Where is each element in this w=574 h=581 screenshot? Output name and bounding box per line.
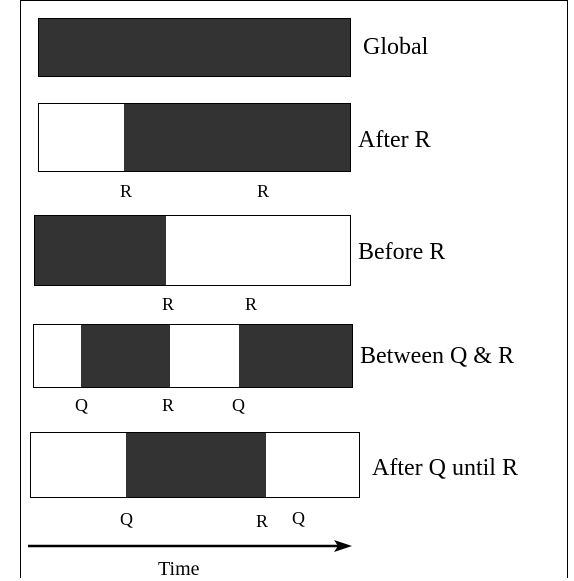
bar-between-q-r bbox=[33, 324, 353, 388]
segment-filled bbox=[39, 19, 350, 76]
segment-filled bbox=[35, 216, 166, 285]
label-between-q-r: Between Q & R bbox=[360, 343, 514, 369]
event-r-2: R bbox=[257, 181, 270, 201]
time-axis-label: Time bbox=[158, 558, 200, 580]
segment-empty bbox=[31, 433, 126, 497]
event-r-1: R bbox=[120, 181, 133, 201]
bar-after-q-until-r bbox=[30, 432, 360, 498]
segment-filled bbox=[126, 433, 266, 497]
bar-global bbox=[38, 18, 351, 77]
event-q-2: Q bbox=[232, 395, 245, 415]
event-q-1: Q bbox=[75, 395, 88, 415]
segment-empty bbox=[166, 216, 350, 285]
segment-empty bbox=[170, 325, 239, 387]
time-arrow-head bbox=[334, 540, 352, 552]
event-r-1: R bbox=[162, 294, 175, 314]
label-after-q-until-r: After Q until R bbox=[372, 455, 518, 481]
segment-empty bbox=[266, 433, 359, 497]
label-after-r: After R bbox=[358, 127, 431, 153]
segment-filled bbox=[239, 325, 352, 387]
event-q-1: Q bbox=[120, 509, 133, 529]
segment-filled bbox=[124, 104, 350, 171]
event-q-2: Q bbox=[292, 508, 305, 528]
time-arrow-icon bbox=[28, 540, 352, 552]
bar-after-r bbox=[38, 103, 351, 172]
segment-empty bbox=[39, 104, 124, 171]
segment-filled bbox=[81, 325, 170, 387]
segment-empty bbox=[34, 325, 81, 387]
event-r-1: R bbox=[256, 511, 269, 531]
bar-before-r bbox=[34, 215, 351, 286]
event-r-1: R bbox=[162, 395, 175, 415]
label-global: Global bbox=[363, 34, 429, 60]
label-before-r: Before R bbox=[358, 239, 446, 265]
diagram-frame bbox=[20, 0, 568, 578]
event-r-2: R bbox=[245, 294, 258, 314]
